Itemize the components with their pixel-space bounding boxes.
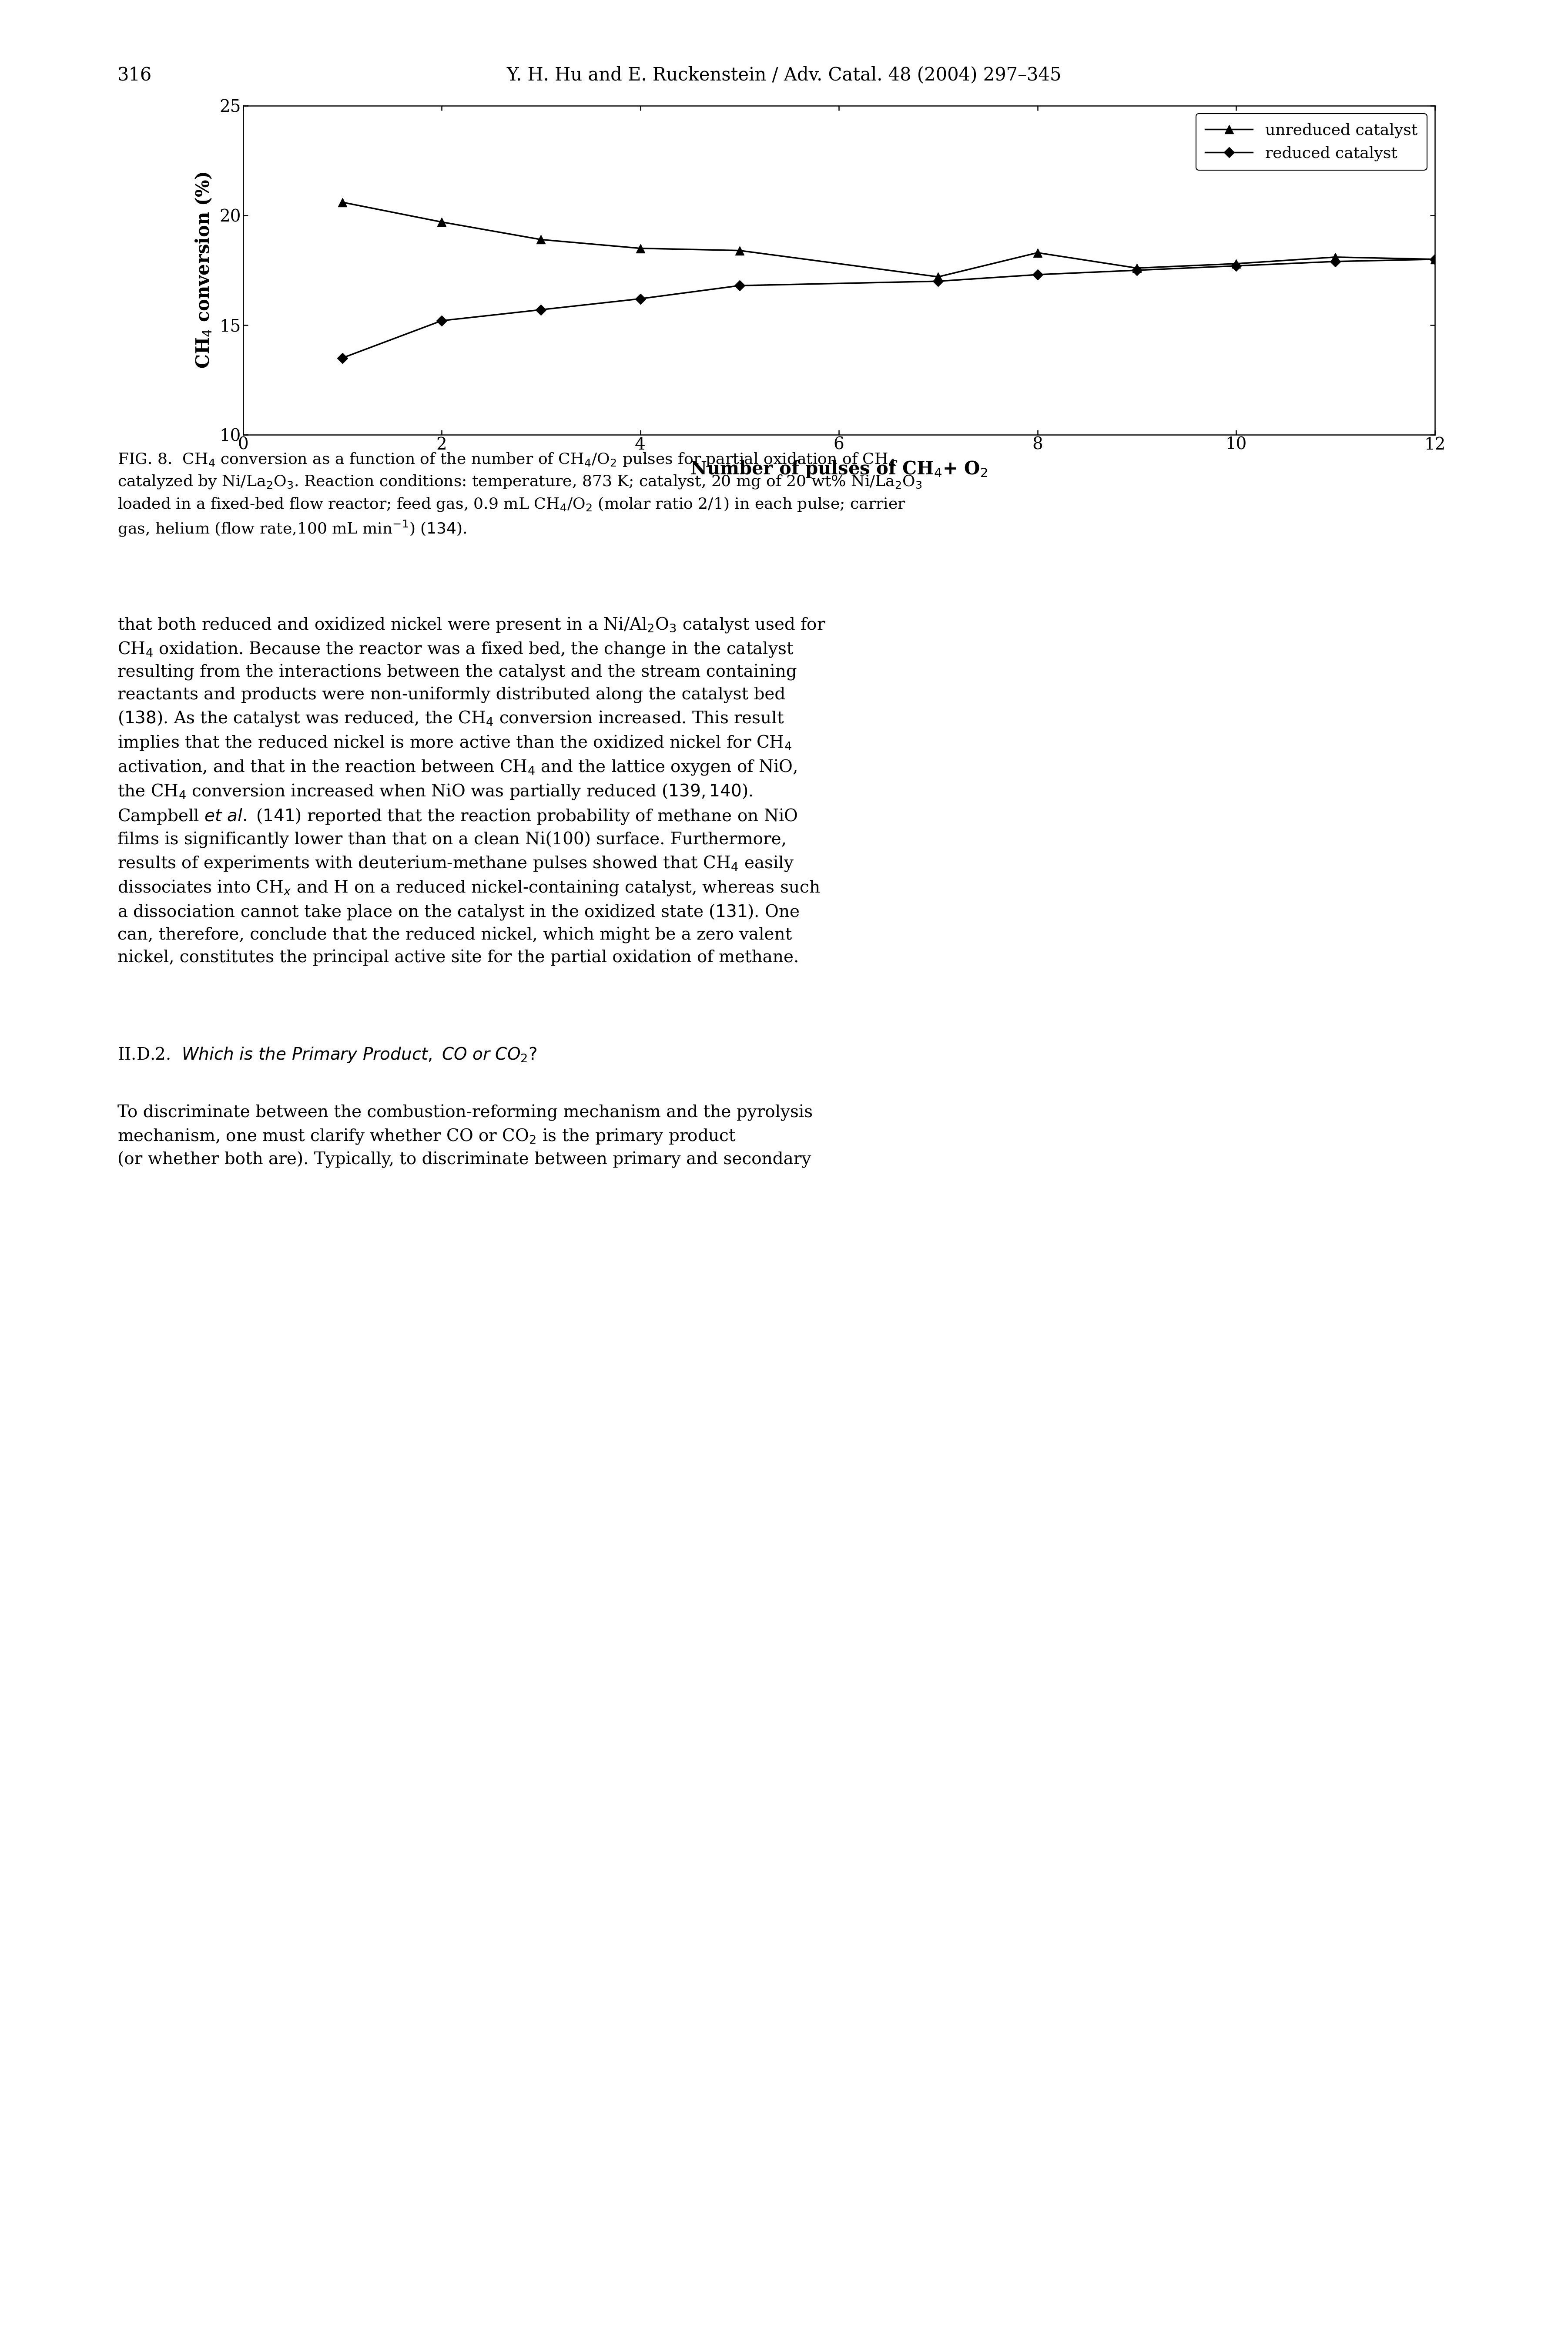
Text: that both reduced and oxidized nickel were present in a Ni/Al$_2$O$_3$ catalyst : that both reduced and oxidized nickel we… — [118, 616, 826, 966]
Line: reduced catalyst: reduced catalyst — [339, 256, 1438, 362]
X-axis label: Number of pulses of CH$_4$+ O$_2$: Number of pulses of CH$_4$+ O$_2$ — [690, 458, 988, 479]
unreduced catalyst — [731, 237, 750, 266]
Legend: unreduced catalyst, reduced catalyst: unreduced catalyst, reduced catalyst — [1196, 113, 1427, 169]
unreduced catalyst — [332, 188, 351, 216]
unreduced catalyst — [1127, 254, 1146, 282]
reduced catalyst — [1425, 244, 1444, 273]
reduced catalyst — [1127, 256, 1146, 284]
Text: II.D.2.  $\mathit{Which\ is\ the\ Primary\ Product,\ CO\ or\ CO_2?}$: II.D.2. $\mathit{Which\ is\ the\ Primary… — [118, 1046, 536, 1065]
reduced catalyst — [1327, 247, 1345, 275]
Y-axis label: CH$_4$ conversion (%): CH$_4$ conversion (%) — [194, 172, 213, 369]
reduced catalyst — [433, 306, 452, 334]
Text: Y. H. Hu and E. Ruckenstein / Adv. Catal. 48 (2004) 297–345: Y. H. Hu and E. Ruckenstein / Adv. Catal… — [506, 66, 1062, 85]
reduced catalyst — [1029, 261, 1047, 289]
reduced catalyst — [1226, 251, 1245, 280]
reduced catalyst — [928, 268, 947, 296]
reduced catalyst — [332, 343, 351, 371]
unreduced catalyst — [433, 207, 452, 235]
Text: $\mathregular{F}$IG. 8.  CH$_4$ conversion as a function of the number of CH$_4$: $\mathregular{F}$IG. 8. CH$_4$ conversio… — [118, 451, 922, 538]
unreduced catalyst — [1425, 244, 1444, 273]
Line: unreduced catalyst: unreduced catalyst — [339, 197, 1439, 282]
reduced catalyst — [731, 273, 750, 301]
reduced catalyst — [630, 284, 649, 313]
unreduced catalyst — [928, 263, 947, 291]
reduced catalyst — [532, 296, 550, 324]
unreduced catalyst — [532, 226, 550, 254]
Text: 316: 316 — [118, 66, 152, 85]
unreduced catalyst — [1226, 249, 1245, 277]
unreduced catalyst — [1327, 242, 1345, 270]
Text: To discriminate between the combustion-reforming mechanism and the pyrolysis
mec: To discriminate between the combustion-r… — [118, 1104, 812, 1168]
unreduced catalyst — [1029, 240, 1047, 268]
unreduced catalyst — [630, 235, 649, 263]
